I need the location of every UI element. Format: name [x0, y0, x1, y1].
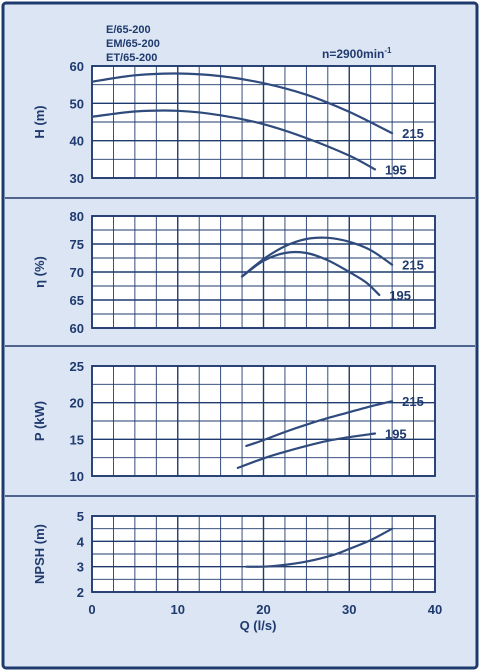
- x-axis-ticks: 0 10 20 30 40: [88, 602, 442, 617]
- series-line-215: [241, 236, 394, 278]
- y-tick-label: 60: [70, 59, 84, 74]
- x-tick-label: 10: [171, 602, 185, 617]
- y-axis-label: η (%): [32, 256, 47, 288]
- y-tick-label: 60: [70, 321, 84, 336]
- series-line-195: [241, 250, 381, 297]
- plot-frame: [91, 215, 436, 329]
- chart-panel-2: 10 15 20 25 P (kW) 215 195: [32, 359, 436, 484]
- series-label-215: 215: [402, 394, 424, 409]
- y-tick-label: 65: [70, 293, 84, 308]
- model-label-2: EM/65-200: [106, 38, 160, 50]
- y-tick-label: 3: [77, 560, 84, 575]
- y-tick-label: 30: [70, 171, 84, 186]
- series-line-195: [90, 109, 377, 171]
- plot-frame: [91, 365, 436, 477]
- y-tick-label: 15: [70, 432, 84, 447]
- y-tick-label: 20: [70, 396, 84, 411]
- y-tick-label: 80: [70, 209, 84, 224]
- series-label-215: 215: [402, 258, 424, 273]
- plot-frame: [91, 515, 436, 593]
- chart-panel-1: 60 65 70 75 80 η (%) 215 195: [32, 209, 436, 336]
- model-label-3: ET/65-200: [106, 52, 157, 64]
- x-tick-label: 20: [256, 602, 270, 617]
- x-tick-label: 30: [342, 602, 356, 617]
- series-label-195: 195: [389, 288, 411, 303]
- panel-dividers: [5, 197, 475, 497]
- x-axis-label: Q (l/s): [240, 618, 277, 633]
- y-tick-label: 5: [77, 509, 84, 524]
- series-line-npsh: [245, 527, 394, 568]
- y-tick-label: 2: [77, 585, 84, 600]
- series-line-215: [245, 400, 394, 447]
- x-tick-label: 0: [88, 602, 95, 617]
- y-axis-label: H (m): [32, 105, 47, 138]
- y-axis-label: P (kW): [32, 401, 47, 441]
- y-tick-label: 10: [70, 469, 84, 484]
- y-tick-label: 25: [70, 359, 84, 374]
- model-label-1: E/65-200: [106, 24, 151, 36]
- chart-panel-0: 30 40 50 60 H (m) 215 195: [32, 59, 436, 186]
- series-line-195: [236, 432, 377, 469]
- y-tick-label: 70: [70, 265, 84, 280]
- series-label-195: 195: [385, 162, 407, 177]
- plot-frame: [91, 65, 436, 179]
- speed-text: n=2900min: [322, 47, 384, 61]
- series-line-215: [90, 72, 394, 135]
- chart-panel-3: 2 3 4 5 NPSH (m): [32, 509, 436, 600]
- x-tick-label: 40: [428, 602, 442, 617]
- y-tick-label: 75: [70, 237, 84, 252]
- y-tick-label: 40: [70, 134, 84, 149]
- y-axis-label: NPSH (m): [32, 524, 47, 584]
- y-tick-label: 4: [77, 534, 85, 549]
- series-label-195: 195: [385, 426, 407, 441]
- y-tick-label: 50: [70, 96, 84, 111]
- speed-label: n=2900min-1: [322, 46, 392, 61]
- series-label-215: 215: [402, 126, 424, 141]
- speed-exponent: -1: [384, 46, 392, 55]
